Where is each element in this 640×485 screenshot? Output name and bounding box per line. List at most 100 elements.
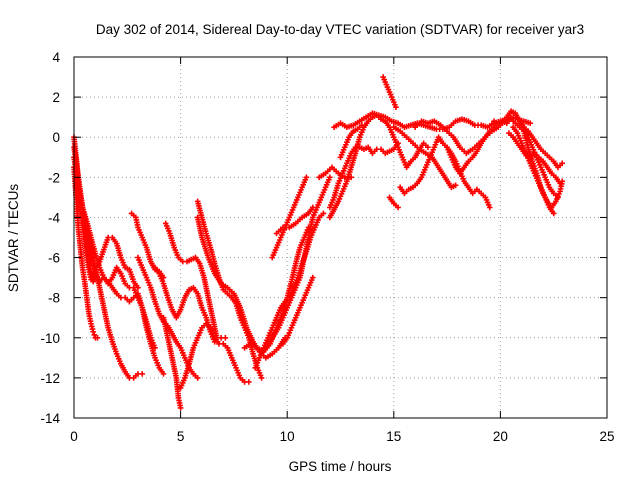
data-point: [139, 371, 146, 377]
data-point-fill: [315, 197, 324, 208]
grid-lines: [74, 57, 607, 418]
data-point-fill: [462, 160, 470, 169]
data-point-fill: [437, 166, 447, 179]
data-point-fill: [446, 130, 455, 139]
data-point: [309, 204, 316, 211]
data-point-fill: [194, 256, 202, 265]
y-axis-label: SDTVAR / TECUs: [6, 184, 21, 293]
data-point-fill: [516, 142, 524, 151]
data-point-fill: [234, 367, 243, 379]
data-point-fill: [397, 121, 406, 129]
data-point-fill: [256, 346, 265, 354]
data-point-fill: [483, 197, 492, 208]
data-point: [425, 144, 431, 151]
data-point-fill: [170, 308, 179, 319]
data-point-fill: [467, 119, 476, 127]
data-point-fill: [480, 123, 489, 130]
data-point: [303, 174, 310, 181]
data-point-fill: [287, 207, 296, 218]
data-point-fill: [432, 136, 441, 148]
data-point-fill: [462, 180, 470, 189]
data-point-fill: [136, 227, 144, 238]
data-point-fill: [300, 177, 309, 188]
data-point-fill: [163, 223, 172, 234]
data-point: [327, 174, 333, 181]
data-point-fill: [291, 197, 300, 208]
data-point-fill: [332, 200, 341, 211]
data-series-layer: [71, 74, 566, 411]
data-series: [152, 264, 218, 345]
data-series: [510, 124, 566, 211]
data-point-fill: [313, 217, 321, 228]
data-point-fill: [296, 187, 304, 198]
data-point-fill: [415, 176, 423, 185]
data-point-fill: [200, 307, 208, 319]
data-point-fill: [465, 147, 474, 155]
data-point-fill: [114, 353, 123, 365]
data-point-fill: [220, 282, 229, 290]
data-point: [309, 274, 316, 281]
data-point-fill: [353, 136, 362, 154]
data-point-fill: [289, 317, 298, 329]
data-point-fill: [419, 167, 428, 178]
data-point-fill: [328, 197, 336, 208]
data-point-fill: [119, 257, 127, 268]
data-point-fill: [333, 121, 342, 129]
data-point-fill: [298, 297, 306, 308]
data-point-fill: [195, 200, 205, 218]
data-point-fill: [357, 126, 366, 138]
data-point-fill: [389, 96, 398, 108]
data-series: [128, 210, 167, 281]
data-point-fill: [557, 181, 565, 192]
data-point-fill: [414, 120, 423, 128]
data-point-fill: [440, 124, 448, 132]
data-series: [135, 254, 201, 381]
data-point-fill: [552, 160, 560, 169]
data-point-fill: [302, 227, 311, 238]
data-point-fill: [283, 217, 292, 228]
data-point-fill: [520, 148, 528, 157]
data-point-fill: [119, 363, 127, 373]
data-point-fill: [338, 146, 347, 158]
data-point-fill: [178, 347, 187, 359]
data-point-fill: [127, 269, 136, 283]
data-point-fill: [264, 336, 274, 349]
data-point-fill: [106, 276, 114, 285]
data-point-fill: [336, 191, 345, 202]
data-series: [263, 174, 333, 351]
data-point-fill: [319, 187, 328, 198]
data-point-fill: [102, 276, 110, 285]
data-point-fill: [396, 146, 405, 158]
data-point-fill: [131, 287, 140, 298]
data-point-fill: [378, 113, 386, 120]
data-series: [177, 320, 252, 391]
data-point-fill: [114, 243, 123, 259]
data-point-fill: [346, 123, 354, 130]
data-point-fill: [454, 117, 463, 124]
data-point-fill: [307, 206, 315, 215]
data-series: [194, 198, 265, 381]
data-point-fill: [226, 286, 235, 295]
data-point-fill: [513, 112, 522, 122]
data-point-fill: [425, 151, 433, 159]
data-point: [194, 375, 201, 381]
data-point-fill: [459, 146, 467, 155]
data-point-fill: [343, 136, 351, 148]
data-point-fill: [230, 357, 238, 369]
y-tick-label: -14: [40, 411, 60, 426]
data-point-fill: [428, 146, 437, 158]
x-tick-label: 20: [493, 429, 508, 444]
data-point: [359, 122, 365, 128]
data-point-fill: [288, 221, 297, 229]
data-point-fill: [413, 148, 422, 159]
data-point-fill: [427, 119, 435, 126]
data-point-fill: [388, 196, 396, 205]
data-point-fill: [505, 110, 513, 118]
data-point-fill: [106, 327, 115, 343]
x-tick-label: 0: [70, 429, 78, 444]
data-point-fill: [115, 266, 123, 275]
data-point: [211, 338, 218, 345]
data-point-fill: [418, 147, 427, 155]
data-point-fill: [347, 130, 355, 139]
